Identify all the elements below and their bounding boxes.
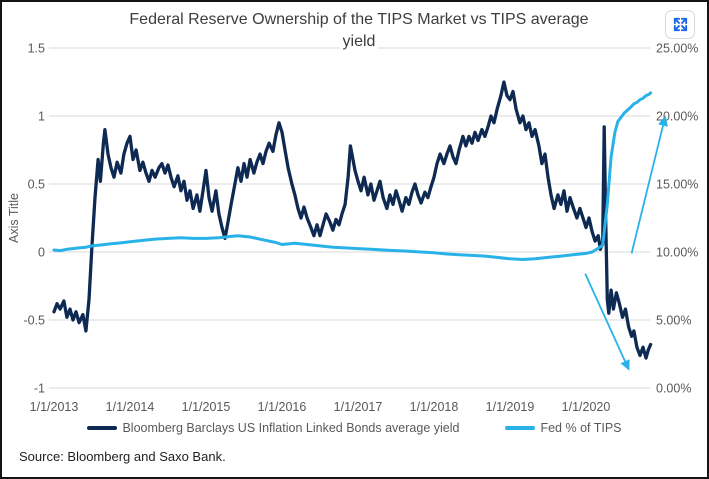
chart-legend: Bloomberg Barclays US Inflation Linked B… xyxy=(2,421,707,435)
legend-swatch-fed-pct xyxy=(505,426,536,430)
series-line-left xyxy=(52,80,653,360)
x-axis-tick-label: 1/1/2013 xyxy=(30,400,79,414)
legend-item-yield: Bloomberg Barclays US Inflation Linked B… xyxy=(87,421,459,435)
left-axis-tick-label: 1 xyxy=(38,110,45,124)
annotation-arrow xyxy=(630,115,668,254)
left-axis-tick-label: 1.5 xyxy=(28,42,45,56)
legend-label-yield: Bloomberg Barclays US Inflation Linked B… xyxy=(122,421,460,435)
x-axis-tick-label: 1/1/2016 xyxy=(258,400,307,414)
left-axis-tick-label: -0.5 xyxy=(23,314,45,328)
left-axis-title: Axis Title xyxy=(7,193,21,243)
series-line-right xyxy=(52,91,653,261)
x-axis-tick-label: 1/1/2020 xyxy=(562,400,611,414)
right-axis-tick-label: 15.00% xyxy=(656,178,698,192)
legend-swatch-yield xyxy=(87,426,118,430)
chart-title-line2: yield xyxy=(339,33,379,50)
right-axis-tick-label: 20.00% xyxy=(656,110,698,124)
legend-label-fed-pct: Fed % of TIPS xyxy=(540,421,622,435)
expand-button[interactable] xyxy=(665,10,695,39)
chart-title: Federal Reserve Ownership of the TIPS Ma… xyxy=(94,9,624,53)
source-note: Source: Bloomberg and Saxo Bank. xyxy=(19,449,226,464)
annotation-arrow xyxy=(584,273,630,371)
x-axis-tick-label: 1/1/2019 xyxy=(486,400,535,414)
left-axis-tick-label: -1 xyxy=(34,382,45,396)
left-axis-tick-label: 0.5 xyxy=(28,178,45,192)
right-axis-tick-label: 25.00% xyxy=(656,42,698,56)
chart-title-line1: Federal Reserve Ownership of the TIPS Ma… xyxy=(126,11,592,28)
right-axis-tick-label: 5.00% xyxy=(656,314,691,328)
legend-item-fed-pct: Fed % of TIPS xyxy=(505,421,622,435)
left-axis-tick-label: 0 xyxy=(38,246,45,260)
right-axis-tick-label: 10.00% xyxy=(656,246,698,260)
expand-arrows-icon xyxy=(672,16,689,33)
x-axis-tick-label: 1/1/2018 xyxy=(410,400,459,414)
x-axis-tick-label: 1/1/2015 xyxy=(182,400,231,414)
right-axis-tick-label: 0.00% xyxy=(656,382,691,396)
x-axis-tick-label: 1/1/2017 xyxy=(334,400,383,414)
x-axis-tick-label: 1/1/2014 xyxy=(106,400,155,414)
